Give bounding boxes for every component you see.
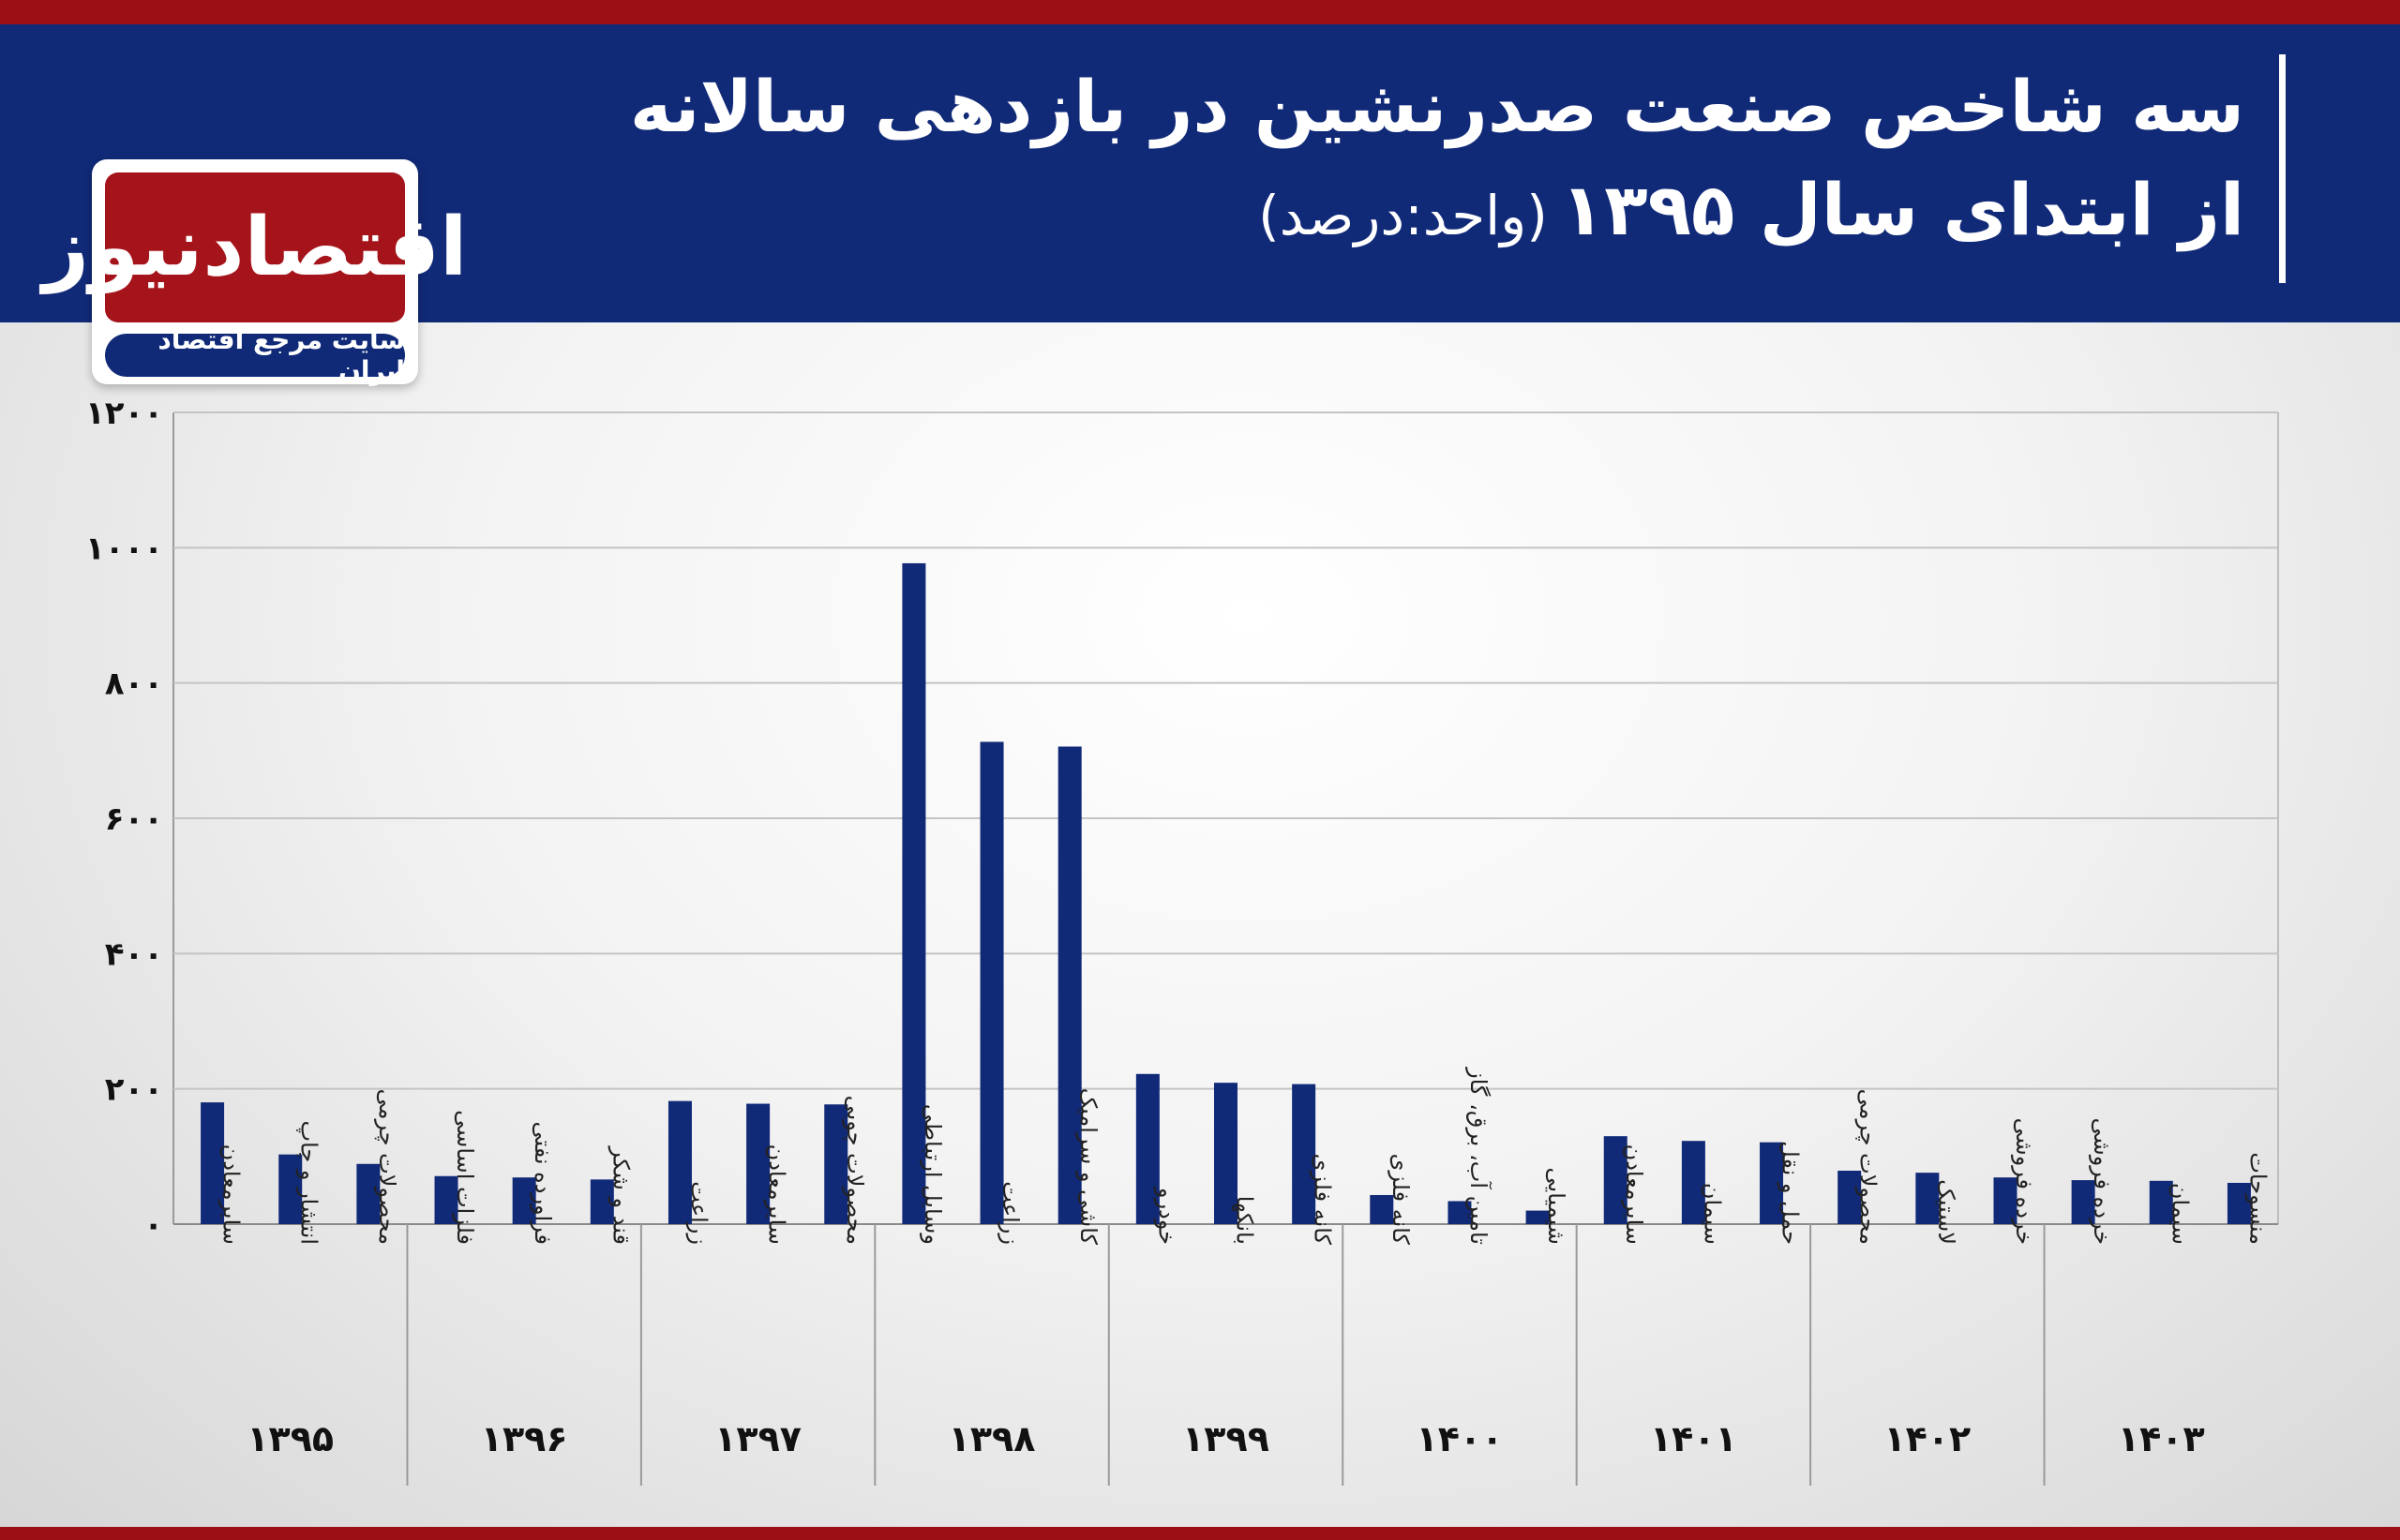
bar bbox=[1681, 1141, 1705, 1224]
year-label: ۱۴۰۲ bbox=[1883, 1418, 1971, 1459]
category-label: حمل و نقل bbox=[1778, 1141, 1804, 1245]
category-label: خودرو bbox=[1153, 1187, 1179, 1245]
logo-wordmark: اقتصادنیوز bbox=[43, 172, 467, 322]
category-label: وسایل ارتباطی bbox=[920, 1104, 946, 1245]
bar bbox=[668, 1100, 692, 1224]
category-label: خرده فروشی bbox=[2011, 1118, 2037, 1245]
category-label: سایرمعادن bbox=[218, 1144, 245, 1245]
category-label: کانه فلزی bbox=[1388, 1154, 1414, 1246]
category-label: سیمان bbox=[2167, 1183, 2193, 1245]
unit-label: (واحد:درصد) bbox=[1258, 184, 1548, 247]
y-tick-label: ۱۰۰۰ bbox=[85, 530, 163, 567]
category-label: فراورده نفتی bbox=[530, 1121, 556, 1245]
category-label: محصولات چرمی bbox=[374, 1089, 400, 1245]
bar bbox=[1214, 1083, 1238, 1224]
bar bbox=[1135, 1073, 1160, 1224]
category-label: فلزات اساسی bbox=[452, 1110, 478, 1245]
category-label: سایرمعادن bbox=[764, 1144, 790, 1245]
year-label: ۱۳۹۵ bbox=[247, 1418, 334, 1459]
bar bbox=[1370, 1194, 1394, 1224]
bar bbox=[1760, 1142, 1784, 1224]
category-label: کانه فلزی bbox=[1310, 1154, 1336, 1246]
y-tick-label: ۱۲۰۰ bbox=[85, 395, 163, 432]
bar bbox=[2071, 1180, 2095, 1224]
category-label: لاستیک bbox=[1933, 1179, 1959, 1245]
bar bbox=[1838, 1170, 1862, 1224]
category-label: بانکها bbox=[1232, 1196, 1258, 1245]
year-label: ۱۳۹۸ bbox=[949, 1418, 1036, 1459]
bar bbox=[980, 741, 1004, 1224]
subtitle-text: از ابتدای سال ۱۳۹۵ bbox=[1560, 168, 2244, 251]
category-label: خرده فروشی bbox=[2089, 1118, 2115, 1245]
bar bbox=[1292, 1084, 1316, 1224]
bar bbox=[1525, 1210, 1550, 1224]
category-label: زراعت bbox=[685, 1181, 712, 1245]
bar bbox=[1915, 1173, 1940, 1224]
bar bbox=[278, 1154, 303, 1224]
bar bbox=[746, 1103, 771, 1224]
bar bbox=[1448, 1201, 1472, 1224]
bar bbox=[1993, 1177, 2018, 1224]
bar bbox=[356, 1163, 381, 1224]
category-label: تامین آب، برق، گاز bbox=[1465, 1067, 1492, 1245]
y-tick-label: ۶۰۰ bbox=[105, 800, 163, 838]
brand-logo: اقتصادنیوز سایت مرجع اقتصاد ایران bbox=[43, 159, 467, 386]
bar bbox=[434, 1175, 458, 1224]
y-tick-label: ۲۰۰ bbox=[105, 1071, 163, 1109]
title-divider bbox=[2279, 54, 2286, 283]
bar bbox=[902, 562, 926, 1224]
category-label: سیمان bbox=[1699, 1183, 1725, 1245]
bar bbox=[1058, 746, 1082, 1224]
category-label: کاشی و سرامیک bbox=[1075, 1088, 1102, 1246]
chart-title: سه شاخص صنعت صدرنشین در بازدهی سالانه bbox=[629, 65, 2244, 148]
year-label: ۱۴۰۰ bbox=[1417, 1418, 1504, 1459]
bar bbox=[1603, 1136, 1628, 1224]
bar bbox=[512, 1177, 536, 1224]
category-label: شیمیایی bbox=[1543, 1168, 1569, 1245]
year-label: ۱۳۹۶ bbox=[481, 1418, 568, 1459]
year-label: ۱۳۹۹ bbox=[1182, 1418, 1269, 1459]
category-label: سایرمعادن bbox=[1621, 1144, 1647, 1245]
year-label: ۱۴۰۱ bbox=[1650, 1418, 1737, 1459]
y-tick-label: ۴۰۰ bbox=[105, 935, 163, 973]
category-label: انتشار و چاپ bbox=[296, 1121, 322, 1246]
category-label: قند و شکر bbox=[608, 1145, 634, 1245]
year-label: ۱۴۰۳ bbox=[2118, 1418, 2205, 1459]
year-label: ۱۳۹۷ bbox=[714, 1418, 802, 1459]
bar bbox=[590, 1179, 614, 1224]
bar bbox=[2227, 1182, 2251, 1224]
category-label: زراعت bbox=[998, 1181, 1024, 1245]
y-tick-label: ۰ bbox=[143, 1206, 163, 1244]
bar bbox=[824, 1104, 848, 1224]
category-label: محصولات چرمی bbox=[1855, 1089, 1882, 1245]
category-label: محصولات چوبی bbox=[842, 1096, 868, 1245]
y-tick-label: ۸۰۰ bbox=[105, 665, 163, 703]
chart-subtitle: از ابتدای سال ۱۳۹۵(واحد:درصد) bbox=[1258, 169, 2244, 250]
top-accent-stripe bbox=[0, 0, 2400, 24]
bar bbox=[201, 1102, 225, 1224]
category-label: منسوجات bbox=[2244, 1152, 2271, 1245]
bottom-accent-stripe bbox=[0, 1527, 2400, 1540]
bar bbox=[2149, 1180, 2173, 1224]
